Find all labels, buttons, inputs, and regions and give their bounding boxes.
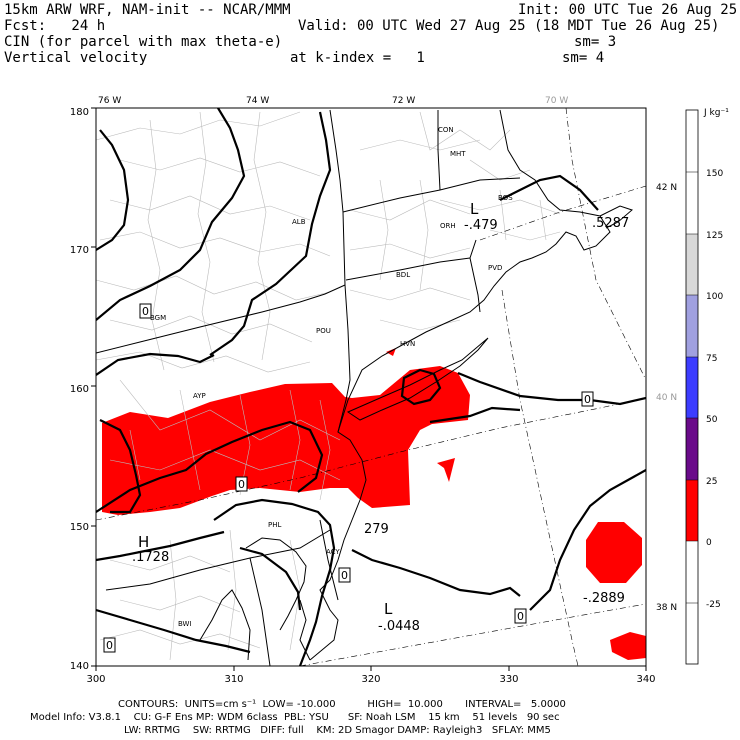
city-label: MHT — [450, 150, 466, 158]
y-tick-label: 160 — [70, 384, 89, 395]
contour-label-zero: 0 — [106, 639, 113, 652]
city-label: HVN — [400, 340, 415, 348]
map-content — [96, 108, 646, 666]
model-title: 15km ARW WRF, NAM-init -- NCAR/MMM — [4, 2, 291, 18]
lon-label: 74 W — [246, 96, 269, 106]
colorbar-swatch — [686, 234, 698, 295]
colorbar-swatch — [686, 603, 698, 664]
zero-labels: 0 0 0 0 0 0 — [103, 303, 594, 653]
y-tick-label: 150 — [70, 522, 89, 533]
smoothing-contour: sm= 4 — [562, 50, 605, 66]
field-title: CIN (for parcel with max theta-e) — [4, 34, 283, 50]
x-tick-label: 320 — [361, 674, 380, 685]
smoothing-fill: sm= 3 — [574, 34, 617, 50]
plot-frame — [95, 107, 647, 667]
city-labels: CON MHT BOS ORH PVD ALB BDL POU HVN BGM … — [150, 126, 513, 628]
city-label: CON — [438, 126, 454, 134]
graticule — [96, 108, 646, 666]
colorbar-tick: 150 — [706, 169, 723, 179]
lon-label: 70 W — [545, 96, 568, 106]
contour-label-zero: 0 — [517, 610, 524, 623]
colorbar-swatch — [686, 480, 698, 541]
colorbar-tick: 125 — [706, 231, 723, 241]
city-label: BGM — [150, 314, 166, 322]
city-label: BDL — [396, 271, 410, 279]
city-label: BOS — [498, 194, 513, 202]
city-label: BWI — [178, 620, 192, 628]
contour-label-zero: 0 — [341, 569, 348, 582]
cin-fill-region — [586, 522, 642, 583]
colorbar-swatch — [686, 541, 698, 603]
colorbar-unit: J kg⁻¹ — [703, 108, 729, 118]
y-tick-label: 180 — [70, 107, 89, 118]
velocity-contours — [96, 108, 646, 666]
colorbar-swatch — [686, 295, 698, 357]
contour-label-zero: 0 — [142, 305, 149, 318]
cin-fill-region — [610, 632, 646, 660]
x-tick-label: 330 — [499, 674, 518, 685]
city-label: ALB — [292, 218, 306, 226]
extremum-value: 279 — [364, 522, 389, 537]
colorbar-swatch — [686, 110, 698, 172]
contour-info: CONTOURS: UNITS=cm s⁻¹ LOW= -10.000 HIGH… — [118, 699, 566, 710]
colorbar-swatch — [686, 418, 698, 480]
model-info: Model Info: V3.8.1 CU: G-F Ens MP: WDM 6… — [30, 712, 560, 723]
extremum-value: .5287 — [592, 216, 629, 231]
x-tick-label: 300 — [86, 674, 105, 685]
high-marker: H — [138, 533, 149, 551]
colorbar-tick: 100 — [706, 292, 723, 302]
contour-label-zero: 0 — [238, 478, 245, 491]
x-tick-label: 340 — [636, 674, 655, 685]
lon-label: 72 W — [392, 96, 415, 106]
city-label: ACY — [326, 548, 340, 556]
city-label: AYP — [193, 392, 206, 400]
county-lines — [96, 111, 561, 661]
colorbar-tick: 75 — [706, 354, 717, 364]
low-marker: L — [470, 200, 479, 218]
colorbar-swatch — [686, 357, 698, 418]
cin-fill-region — [102, 366, 470, 515]
y-tick-label: 140 — [70, 661, 89, 672]
colorbar: J kg⁻¹ 150 125 100 75 50 25 0 -25 — [685, 108, 729, 665]
colorbar-tick: 0 — [706, 538, 712, 548]
axis-ticks — [91, 107, 647, 671]
colorbar-tick: 50 — [706, 415, 718, 425]
city-label: PVD — [488, 264, 502, 272]
lon-label: 76 W — [98, 96, 121, 106]
lat-label: 42 N — [656, 183, 677, 193]
contour-label-zero: 0 — [584, 393, 591, 406]
cin-fill-region — [437, 458, 455, 482]
lat-label: 40 N — [656, 393, 677, 403]
valid-time: Valid: 00 UTC Wed 27 Aug 25 (18 MDT Tue … — [298, 18, 720, 34]
contour-field-title: Vertical velocity — [4, 50, 148, 66]
colorbar-tick: 25 — [706, 477, 717, 487]
lat-label: 38 N — [656, 603, 677, 613]
city-label: PHL — [268, 521, 281, 529]
extremum-value: .1728 — [132, 550, 169, 565]
extremum-value: -.479 — [464, 218, 498, 233]
city-label: POU — [316, 327, 331, 335]
x-tick-label: 310 — [224, 674, 243, 685]
model-info-physics: LW: RRTMG SW: RRTMG DIFF: full KM: 2D Sm… — [124, 725, 551, 736]
low-marker: L — [384, 600, 393, 618]
colorbar-tick: -25 — [706, 600, 721, 610]
init-time: Init: 00 UTC Tue 26 Aug 25 — [518, 2, 738, 18]
y-tick-label: 170 — [70, 245, 89, 256]
state-boundaries — [96, 109, 521, 666]
forecast-hour: Fcst: 24 h — [4, 18, 106, 34]
coastline — [199, 109, 633, 661]
city-label: ORH — [440, 222, 456, 230]
extremum-value: -.2889 — [583, 591, 625, 606]
extremum-value: -.0448 — [378, 619, 420, 634]
colorbar-swatch — [686, 172, 698, 234]
k-index: at k-index = 1 — [290, 50, 425, 66]
